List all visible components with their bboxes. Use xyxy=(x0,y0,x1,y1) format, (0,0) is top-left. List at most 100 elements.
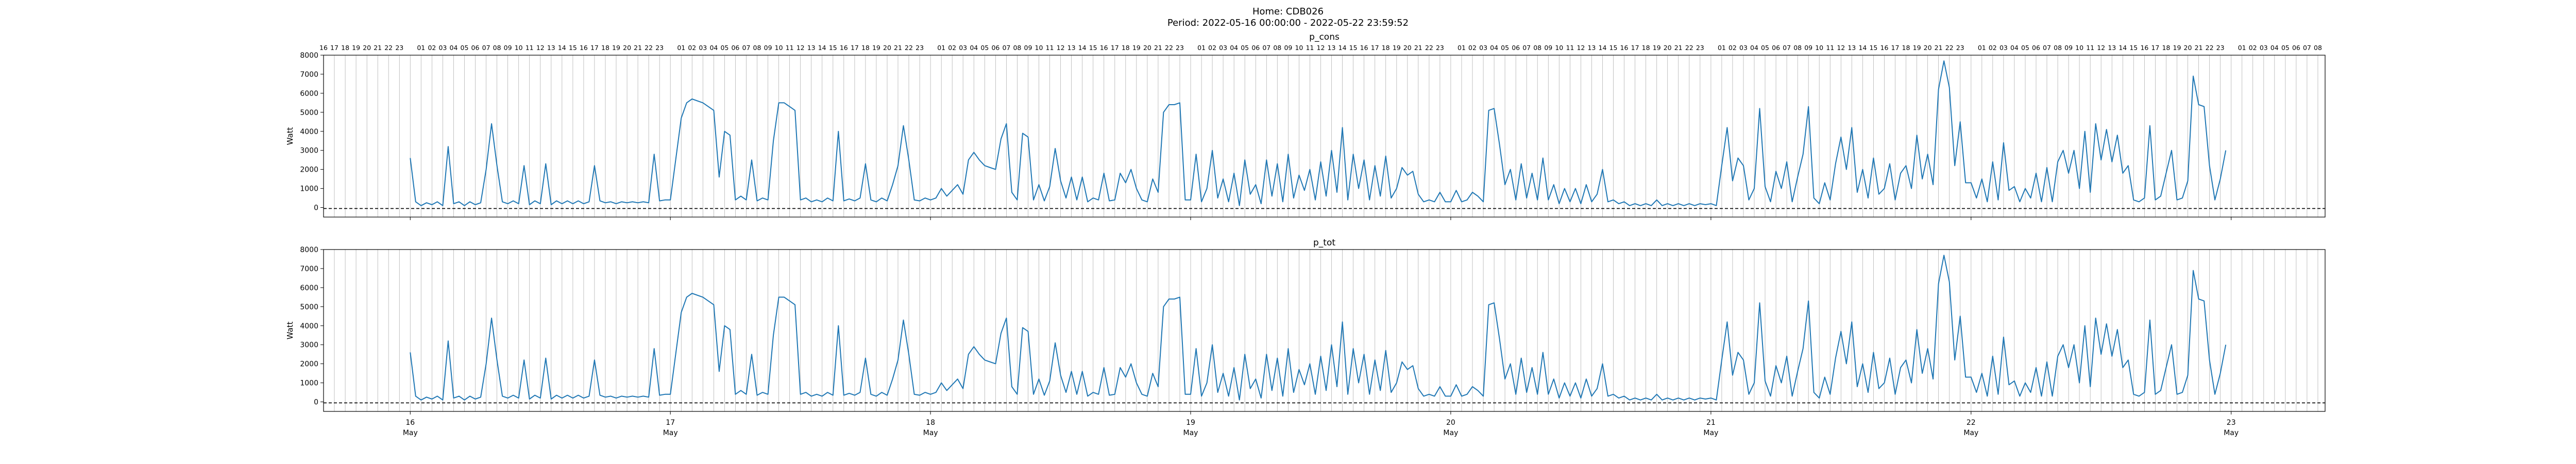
hour-tick-label: 10 xyxy=(1555,44,1563,52)
hour-tick-label: 02 xyxy=(2249,44,2257,52)
hour-tick-label: 06 xyxy=(731,44,739,52)
hour-tick-label: 04 xyxy=(2270,44,2279,52)
hour-tick-label: 18 xyxy=(1902,44,1910,52)
hour-tick-label: 08 xyxy=(1793,44,1802,52)
plot-frame xyxy=(323,55,2326,218)
hour-tick-label: 05 xyxy=(1241,44,1249,52)
hour-tick-label: 03 xyxy=(1219,44,1227,52)
hour-tick-label: 05 xyxy=(2281,44,2290,52)
y-tick-label: 2000 xyxy=(300,166,318,174)
hour-tick-label: 18 xyxy=(341,44,349,52)
hour-tick-label: 10 xyxy=(515,44,523,52)
hour-tick-label: 01 xyxy=(2238,44,2246,52)
x-tick-label-month: May xyxy=(923,429,938,437)
hour-tick-label: 11 xyxy=(1826,44,1834,52)
hour-tick-label: 06 xyxy=(2032,44,2040,52)
y-tick-label: 0 xyxy=(314,204,318,212)
x-tick-label-month: May xyxy=(1703,429,1718,437)
hour-tick-label: 02 xyxy=(688,44,696,52)
hour-tick-label: 21 xyxy=(1414,44,1422,52)
x-tick-label-month: May xyxy=(1963,429,1978,437)
hour-tick-label: 16 xyxy=(2140,44,2148,52)
hour-tick-label: 20 xyxy=(883,44,891,52)
hour-tick-label: 11 xyxy=(1046,44,1054,52)
figure-title: Home: CDB026 xyxy=(1252,6,1324,17)
hour-tick-label: 04 xyxy=(450,44,458,52)
hour-tick-label: 23 xyxy=(1436,44,1444,52)
hour-tick-label: 22 xyxy=(1425,44,1433,52)
hour-tick-label: 03 xyxy=(438,44,447,52)
hour-tick-label: 23 xyxy=(395,44,403,52)
hour-tick-label: 12 xyxy=(1317,44,1325,52)
hour-tick-label: 15 xyxy=(569,44,577,52)
y-tick-label: 1000 xyxy=(300,379,318,388)
hour-tick-label: 04 xyxy=(1490,44,1498,52)
hour-tick-label: 07 xyxy=(1783,44,1791,52)
y-tick-label: 3000 xyxy=(300,341,318,350)
hour-tick-label: 01 xyxy=(1197,44,1206,52)
hour-tick-label: 08 xyxy=(1013,44,1021,52)
chart-title: p_tot xyxy=(1313,238,1335,248)
y-tick-label: 7000 xyxy=(300,265,318,273)
hour-tick-label: 20 xyxy=(363,44,371,52)
hour-tick-label: 19 xyxy=(2173,44,2181,52)
hour-tick-label: 18 xyxy=(1382,44,1390,52)
hour-tick-label: 07 xyxy=(1522,44,1531,52)
hour-tick-label: 08 xyxy=(753,44,761,52)
hour-tick-label: 03 xyxy=(1739,44,1748,52)
hour-tick-label: 16 xyxy=(840,44,848,52)
hour-tick-label: 13 xyxy=(1067,44,1076,52)
y-tick-label: 6000 xyxy=(300,284,318,292)
hour-tick-label: 21 xyxy=(1935,44,1943,52)
hour-tick-label: 20 xyxy=(623,44,631,52)
hour-tick-label: 14 xyxy=(1338,44,1347,52)
hour-tick-label: 22 xyxy=(1945,44,1954,52)
hour-tick-label: 15 xyxy=(829,44,837,52)
hour-tick-label: 12 xyxy=(796,44,805,52)
hour-tick-label: 01 xyxy=(677,44,685,52)
hour-tick-label: 18 xyxy=(2162,44,2170,52)
hour-tick-label: 17 xyxy=(1111,44,1119,52)
hour-tick-label: 14 xyxy=(1858,44,1867,52)
hour-tick-label: 22 xyxy=(905,44,913,52)
y-tick-label: 8000 xyxy=(300,246,318,254)
hour-tick-label: 02 xyxy=(428,44,436,52)
y-tick-label: 5000 xyxy=(300,303,318,311)
hour-tick-label: 03 xyxy=(959,44,967,52)
hour-tick-label: 04 xyxy=(709,44,718,52)
hour-tick-label: 17 xyxy=(1891,44,1900,52)
hour-tick-label: 11 xyxy=(526,44,534,52)
y-axis-label: Watt xyxy=(285,321,295,339)
hour-tick-label: 01 xyxy=(417,44,425,52)
hour-tick-label: 09 xyxy=(1804,44,1812,52)
y-tick-label: 1000 xyxy=(300,185,318,193)
hour-tick-label: 13 xyxy=(1328,44,1336,52)
hour-tick-label: 16 xyxy=(1620,44,1629,52)
hour-tick-label: 02 xyxy=(1208,44,1216,52)
hour-tick-label: 21 xyxy=(634,44,642,52)
hour-tick-label: 10 xyxy=(2075,44,2083,52)
hour-tick-label: 10 xyxy=(1295,44,1303,52)
x-tick-label-month: May xyxy=(2224,429,2239,437)
hour-tick-label: 19 xyxy=(612,44,620,52)
y-tick-label: 6000 xyxy=(300,90,318,98)
hour-tick-label: 23 xyxy=(2216,44,2225,52)
hour-tick-label: 22 xyxy=(645,44,653,52)
hour-tick-label: 13 xyxy=(1848,44,1856,52)
y-tick-label: 7000 xyxy=(300,71,318,79)
hour-tick-label: 10 xyxy=(1815,44,1823,52)
hour-tick-label: 17 xyxy=(851,44,859,52)
hour-tick-label: 18 xyxy=(601,44,609,52)
chart-title: p_cons xyxy=(1309,32,1340,42)
series-line xyxy=(410,255,2227,401)
hour-tick-label: 13 xyxy=(547,44,555,52)
hour-tick-label: 20 xyxy=(2184,44,2192,52)
hour-tick-label: 07 xyxy=(1002,44,1010,52)
hour-tick-label: 23 xyxy=(655,44,664,52)
x-tick-label-month: May xyxy=(663,429,678,437)
hour-tick-label: 16 xyxy=(1360,44,1368,52)
hour-tick-label: 15 xyxy=(1349,44,1358,52)
hour-tick-label: 10 xyxy=(775,44,783,52)
hour-tick-label: 17 xyxy=(590,44,599,52)
